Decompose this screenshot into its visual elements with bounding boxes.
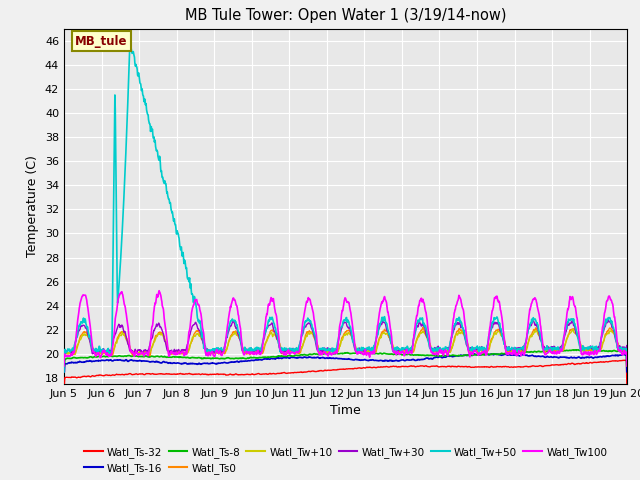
X-axis label: Time: Time <box>330 405 361 418</box>
Legend: Watl_Ts-32, Watl_Ts-16, Watl_Ts-8, Watl_Ts0, Watl_Tw+10, Watl_Tw+30, Watl_Tw+50,: Watl_Ts-32, Watl_Ts-16, Watl_Ts-8, Watl_… <box>80 443 611 478</box>
Title: MB Tule Tower: Open Water 1 (3/19/14-now): MB Tule Tower: Open Water 1 (3/19/14-now… <box>185 9 506 24</box>
Y-axis label: Temperature (C): Temperature (C) <box>26 156 39 257</box>
Text: MB_tule: MB_tule <box>76 35 128 48</box>
